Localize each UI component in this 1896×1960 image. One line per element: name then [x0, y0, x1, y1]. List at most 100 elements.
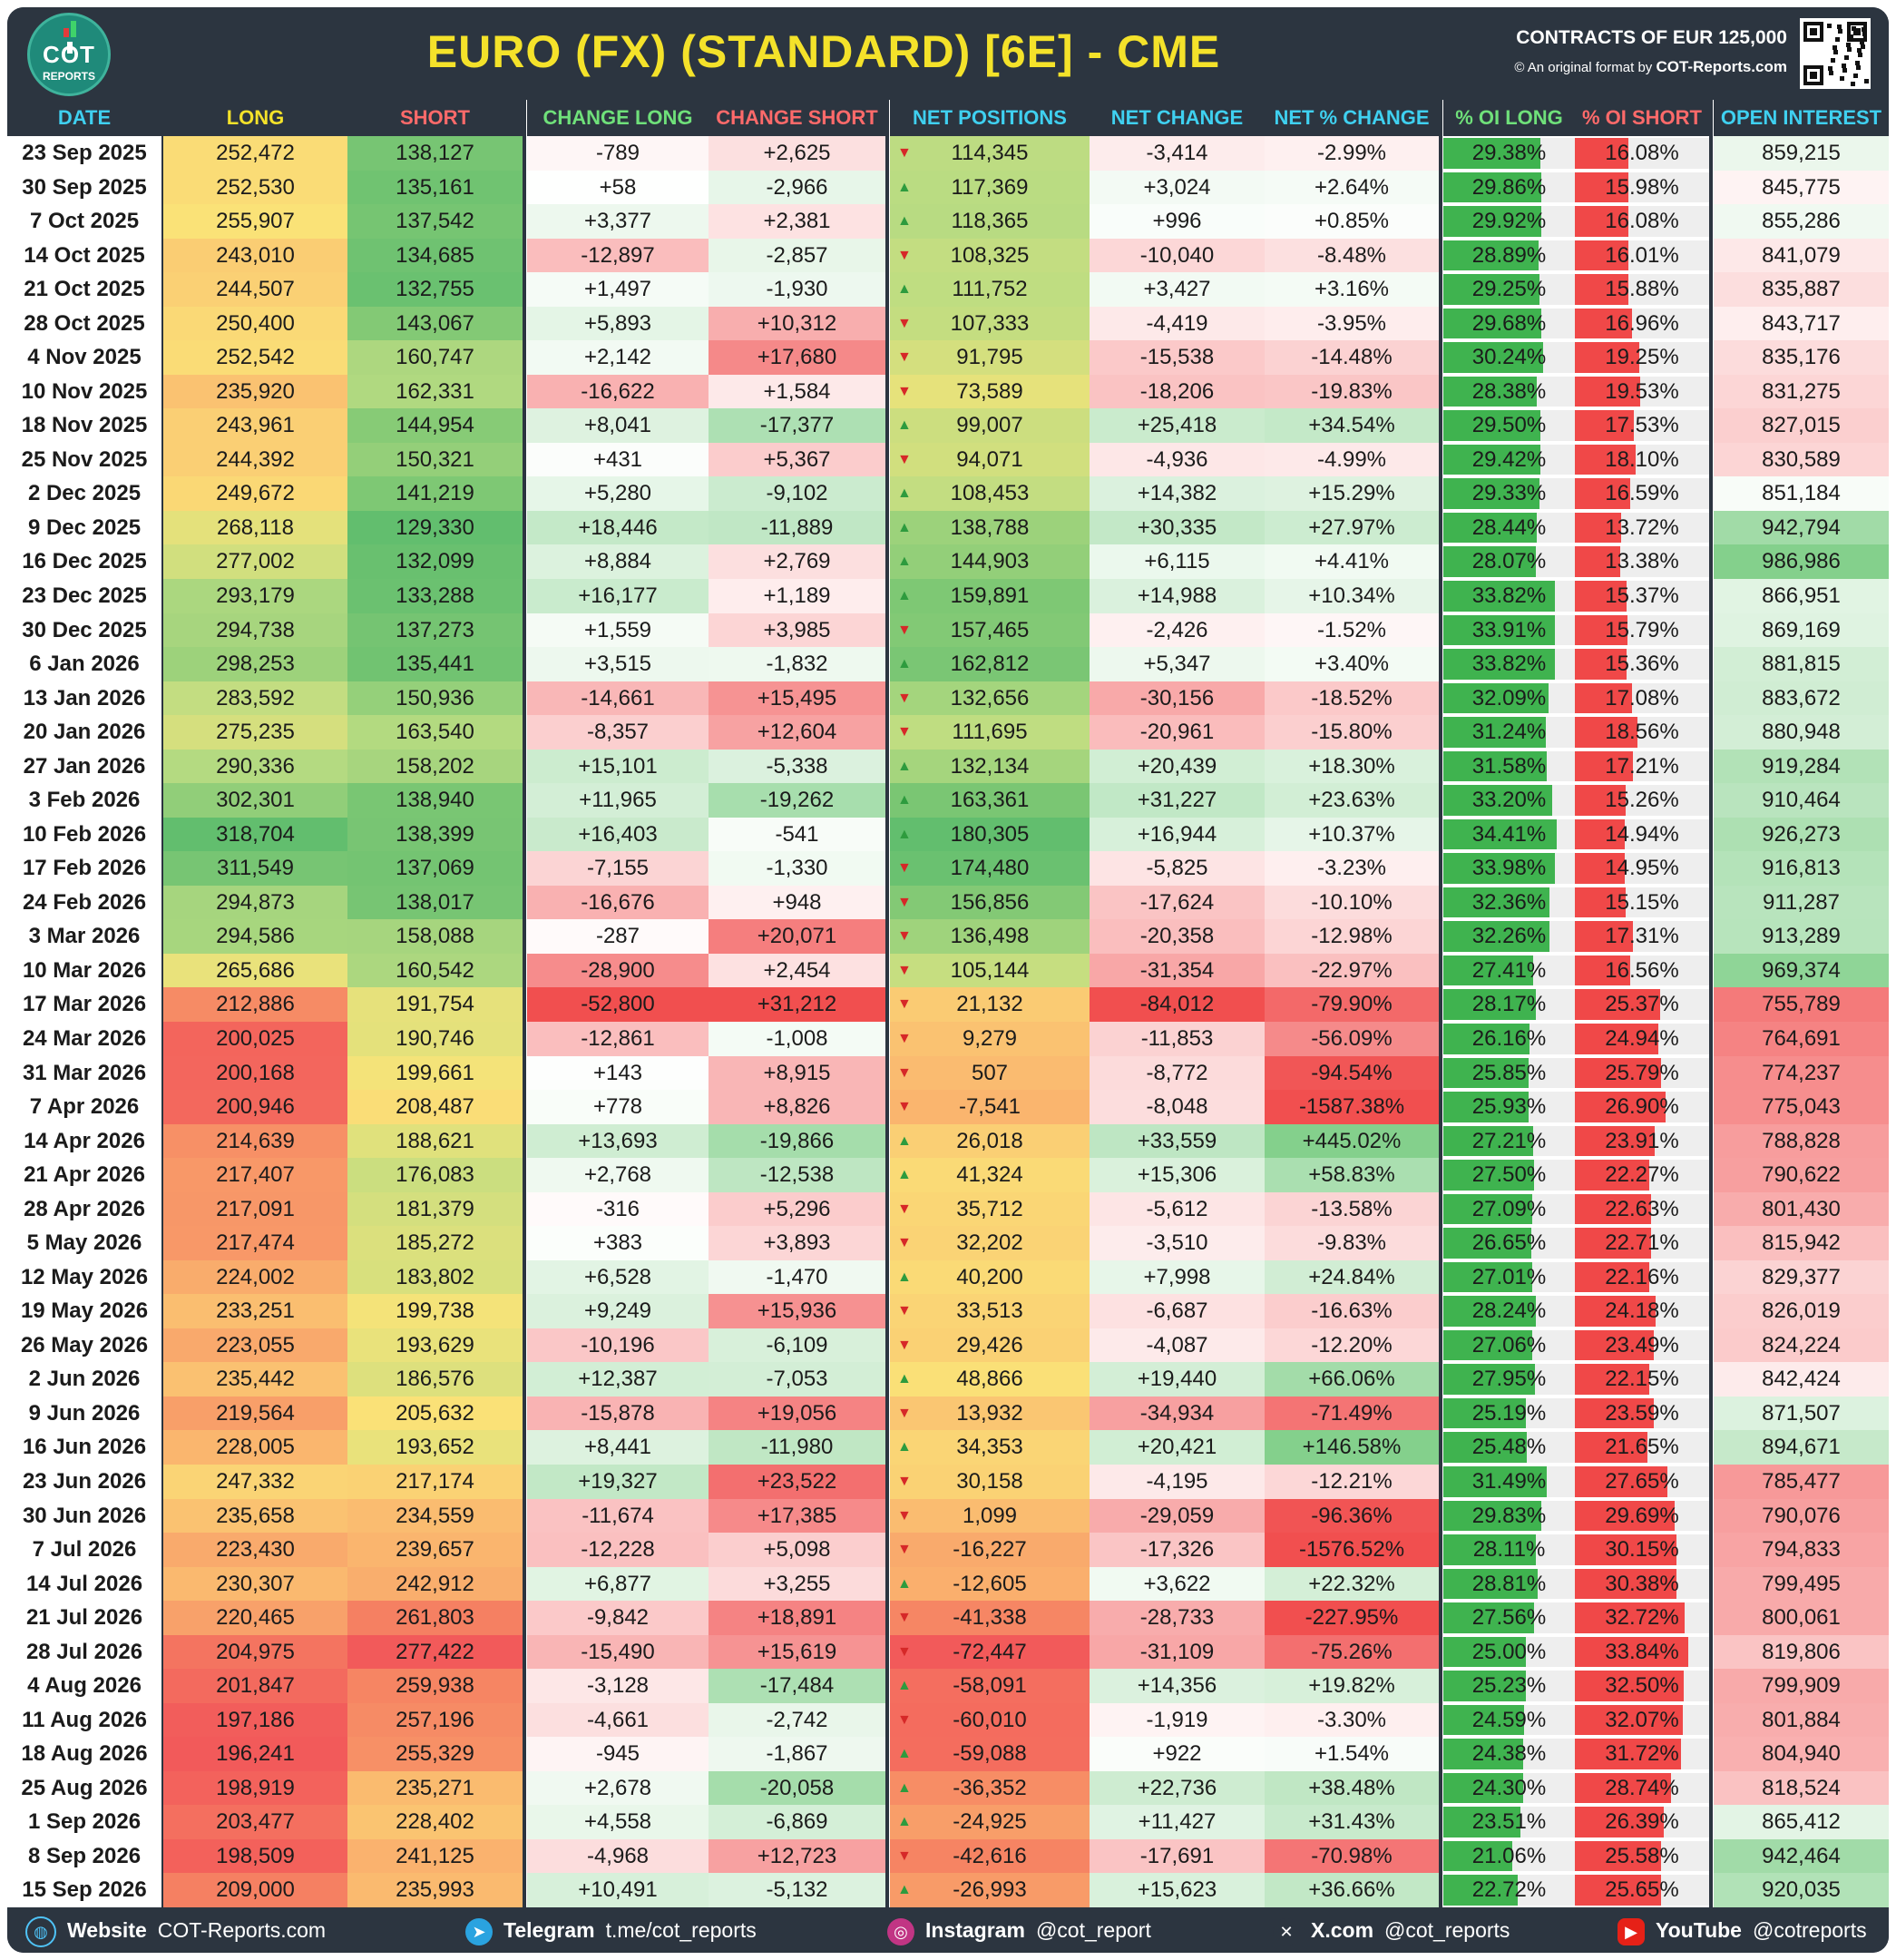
- footer-instagram-link[interactable]: ◎ Instagram @cot_report: [887, 1907, 1151, 1953]
- cell-change-short: -1,470: [709, 1259, 885, 1295]
- cell-change-long: +10,491: [527, 1873, 709, 1907]
- cell-oi-short: 25.79%: [1605, 1060, 1679, 1085]
- cell-net-change: +20,421: [1090, 1430, 1265, 1465]
- oi-short-bar: [1575, 1364, 1649, 1395]
- oi-short-bar: [1575, 1092, 1666, 1122]
- footer-youtube-link[interactable]: ▶ YouTube @cotreports: [1617, 1907, 1867, 1953]
- oi-long-bar: [1443, 1057, 1529, 1089]
- cell-date: 16 Dec 2025: [22, 549, 147, 574]
- cell-change-long: -15,878: [527, 1396, 709, 1431]
- cell-oi-long: 29.83%: [1471, 1503, 1547, 1528]
- oi-long-bar: [1443, 512, 1538, 544]
- cell-oi-long: 25.00%: [1471, 1639, 1547, 1664]
- cell-change-short: +5,296: [709, 1191, 885, 1227]
- down-arrow-icon: ▼: [897, 1200, 912, 1217]
- cell-net-change: +5,347: [1090, 647, 1265, 681]
- cell-net-change: -1.52%: [1265, 612, 1439, 648]
- cell-net-change: +36.66%: [1265, 1873, 1439, 1907]
- cell-long: 252,530: [163, 170, 347, 205]
- cell-long: 224,002: [163, 1259, 347, 1295]
- cell-net-change: +19.82%: [1265, 1669, 1439, 1703]
- cell-short: 135,441: [347, 647, 523, 681]
- cell-long: 249,672: [163, 476, 347, 511]
- cell-change-short: -17,484: [709, 1669, 885, 1703]
- cell-date: 18 Aug 2026: [21, 1741, 148, 1767]
- cell-net-change: -18.52%: [1265, 681, 1439, 716]
- cell-date: 7 Jul 2026: [32, 1537, 137, 1563]
- cell-long: 268,118: [163, 510, 347, 545]
- cell-date: 7 Apr 2026: [29, 1094, 140, 1120]
- cell-oi-long: 27.41%: [1471, 957, 1547, 983]
- cell-net-change: +18.30%: [1265, 749, 1439, 784]
- oi-long-bar: [1443, 546, 1536, 577]
- cell-open-interest: 842,424: [1714, 1362, 1889, 1396]
- cell-net-change: -4,936: [1090, 442, 1265, 477]
- cell-change-short: +17,680: [709, 340, 885, 375]
- cell-long: 214,639: [163, 1123, 347, 1159]
- oi-long-bar: [1443, 1704, 1525, 1736]
- cell-long: 275,235: [163, 715, 347, 750]
- oi-short-bar: [1575, 1739, 1682, 1769]
- footer-telegram-link[interactable]: ➤ Telegram t.me/cot_reports: [465, 1907, 757, 1953]
- oi-short-bar: [1575, 1671, 1685, 1701]
- oi-long-bar: [1443, 444, 1540, 475]
- cell-change-short: -19,866: [709, 1123, 885, 1159]
- cell-open-interest: 790,622: [1714, 1158, 1889, 1192]
- cell-net-change: +3,622: [1090, 1566, 1265, 1602]
- footer-x-com-link[interactable]: ✕ X.com @cot_reports: [1273, 1907, 1510, 1953]
- cell-oi-short: 23.59%: [1605, 1400, 1679, 1426]
- oi-short-bar: [1575, 444, 1636, 475]
- oi-short-bar: [1575, 274, 1628, 305]
- cell-long: 217,474: [163, 1226, 347, 1260]
- oi-short-bar: [1575, 138, 1629, 169]
- qr-code-icon[interactable]: [1800, 18, 1871, 89]
- cell-short: 160,542: [347, 953, 523, 988]
- cell-date: 10 Nov 2025: [21, 378, 148, 404]
- cell-change-long: +431: [527, 442, 709, 477]
- cell-change-long: -8,357: [527, 715, 709, 750]
- oi-long-bar: [1443, 308, 1541, 339]
- oi-short-bar: [1575, 1807, 1664, 1838]
- cell-long: 294,586: [163, 919, 347, 954]
- cell-change-short: +3,893: [709, 1226, 885, 1260]
- column-header-change-short: CHANGE SHORT: [709, 100, 885, 136]
- cell-net-positions: 13,932: [890, 1396, 1090, 1431]
- cell-short: 239,657: [347, 1533, 523, 1567]
- cell-net-change: -9.83%: [1265, 1226, 1439, 1260]
- cell-short: 150,321: [347, 442, 523, 477]
- cell-oi-long: 29.68%: [1471, 310, 1547, 336]
- up-arrow-icon: ▲: [897, 485, 912, 502]
- cell-change-short: +2,381: [709, 204, 885, 239]
- cell-net-positions: 156,856: [890, 885, 1090, 920]
- oi-long-bar: [1443, 649, 1555, 680]
- oi-short-bar: [1575, 1296, 1657, 1327]
- footer-label: Telegram: [503, 1918, 595, 1942]
- cell-oi-long: 25.23%: [1471, 1673, 1547, 1699]
- cell-change-long: +5,893: [527, 306, 709, 341]
- globe-icon: ◍: [25, 1916, 56, 1947]
- cell-net-change: -17,691: [1090, 1838, 1265, 1874]
- oi-long-bar: [1443, 138, 1540, 169]
- cell-change-long: +16,177: [527, 579, 709, 613]
- cell-change-short: -19,262: [709, 783, 885, 818]
- x-icon: ✕: [1273, 1917, 1300, 1945]
- oi-short-bar: [1575, 1397, 1655, 1429]
- cell-change-short: +2,769: [709, 544, 885, 579]
- cell-net-positions: 138,788: [890, 510, 1090, 545]
- cell-oi-short: 15.37%: [1605, 583, 1679, 608]
- cell-long: 223,055: [163, 1328, 347, 1363]
- cell-oi-short: 32.72%: [1605, 1605, 1679, 1631]
- footer-website-link[interactable]: ◍ Website COT-Reports.com: [25, 1907, 326, 1953]
- cell-long: 244,507: [163, 272, 347, 307]
- oi-long-bar: [1443, 750, 1548, 782]
- cell-short: 234,559: [347, 1498, 523, 1534]
- cell-oi-short: 23.91%: [1605, 1128, 1679, 1153]
- up-arrow-icon: ▲: [897, 1167, 912, 1183]
- cell-oi-short: 22.71%: [1605, 1230, 1679, 1256]
- cell-net-positions: 118,365: [890, 204, 1090, 239]
- cell-net-positions: 29,426: [890, 1328, 1090, 1363]
- cell-net-change: -3.23%: [1265, 851, 1439, 886]
- column-header-net-change: NET % CHANGE: [1265, 100, 1439, 136]
- oi-long-bar: [1443, 1534, 1536, 1565]
- cell-oi-long: 27.50%: [1471, 1162, 1547, 1188]
